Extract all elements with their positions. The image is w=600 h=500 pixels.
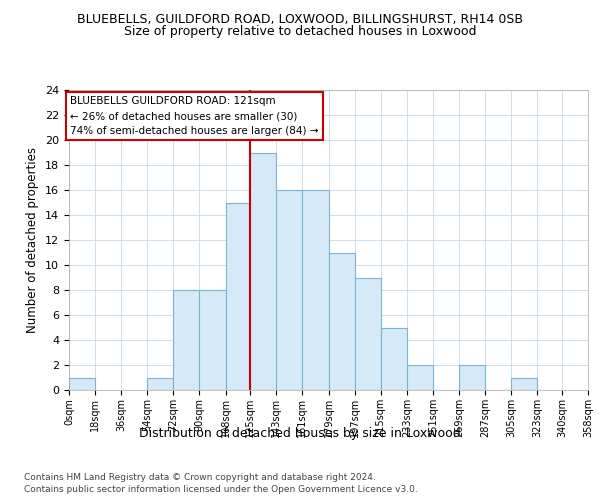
Bar xyxy=(147,378,173,390)
Text: Distribution of detached houses by size in Loxwood: Distribution of detached houses by size … xyxy=(139,428,461,440)
Y-axis label: Number of detached properties: Number of detached properties xyxy=(26,147,40,333)
Text: BLUEBELLS, GUILDFORD ROAD, LOXWOOD, BILLINGSHURST, RH14 0SB: BLUEBELLS, GUILDFORD ROAD, LOXWOOD, BILL… xyxy=(77,12,523,26)
Text: Contains public sector information licensed under the Open Government Licence v3: Contains public sector information licen… xyxy=(24,485,418,494)
Bar xyxy=(250,152,277,390)
Text: BLUEBELLS GUILDFORD ROAD: 121sqm
← 26% of detached houses are smaller (30)
74% o: BLUEBELLS GUILDFORD ROAD: 121sqm ← 26% o… xyxy=(70,96,319,136)
Bar xyxy=(199,290,226,390)
Text: Size of property relative to detached houses in Loxwood: Size of property relative to detached ho… xyxy=(124,25,476,38)
Bar xyxy=(355,278,380,390)
Bar xyxy=(69,378,95,390)
Bar xyxy=(226,202,250,390)
Bar xyxy=(380,328,407,390)
Bar xyxy=(329,252,355,390)
Bar xyxy=(302,190,329,390)
Bar xyxy=(277,190,302,390)
Text: Contains HM Land Registry data © Crown copyright and database right 2024.: Contains HM Land Registry data © Crown c… xyxy=(24,472,376,482)
Bar xyxy=(459,365,485,390)
Bar xyxy=(173,290,199,390)
Bar xyxy=(511,378,537,390)
Bar xyxy=(407,365,433,390)
